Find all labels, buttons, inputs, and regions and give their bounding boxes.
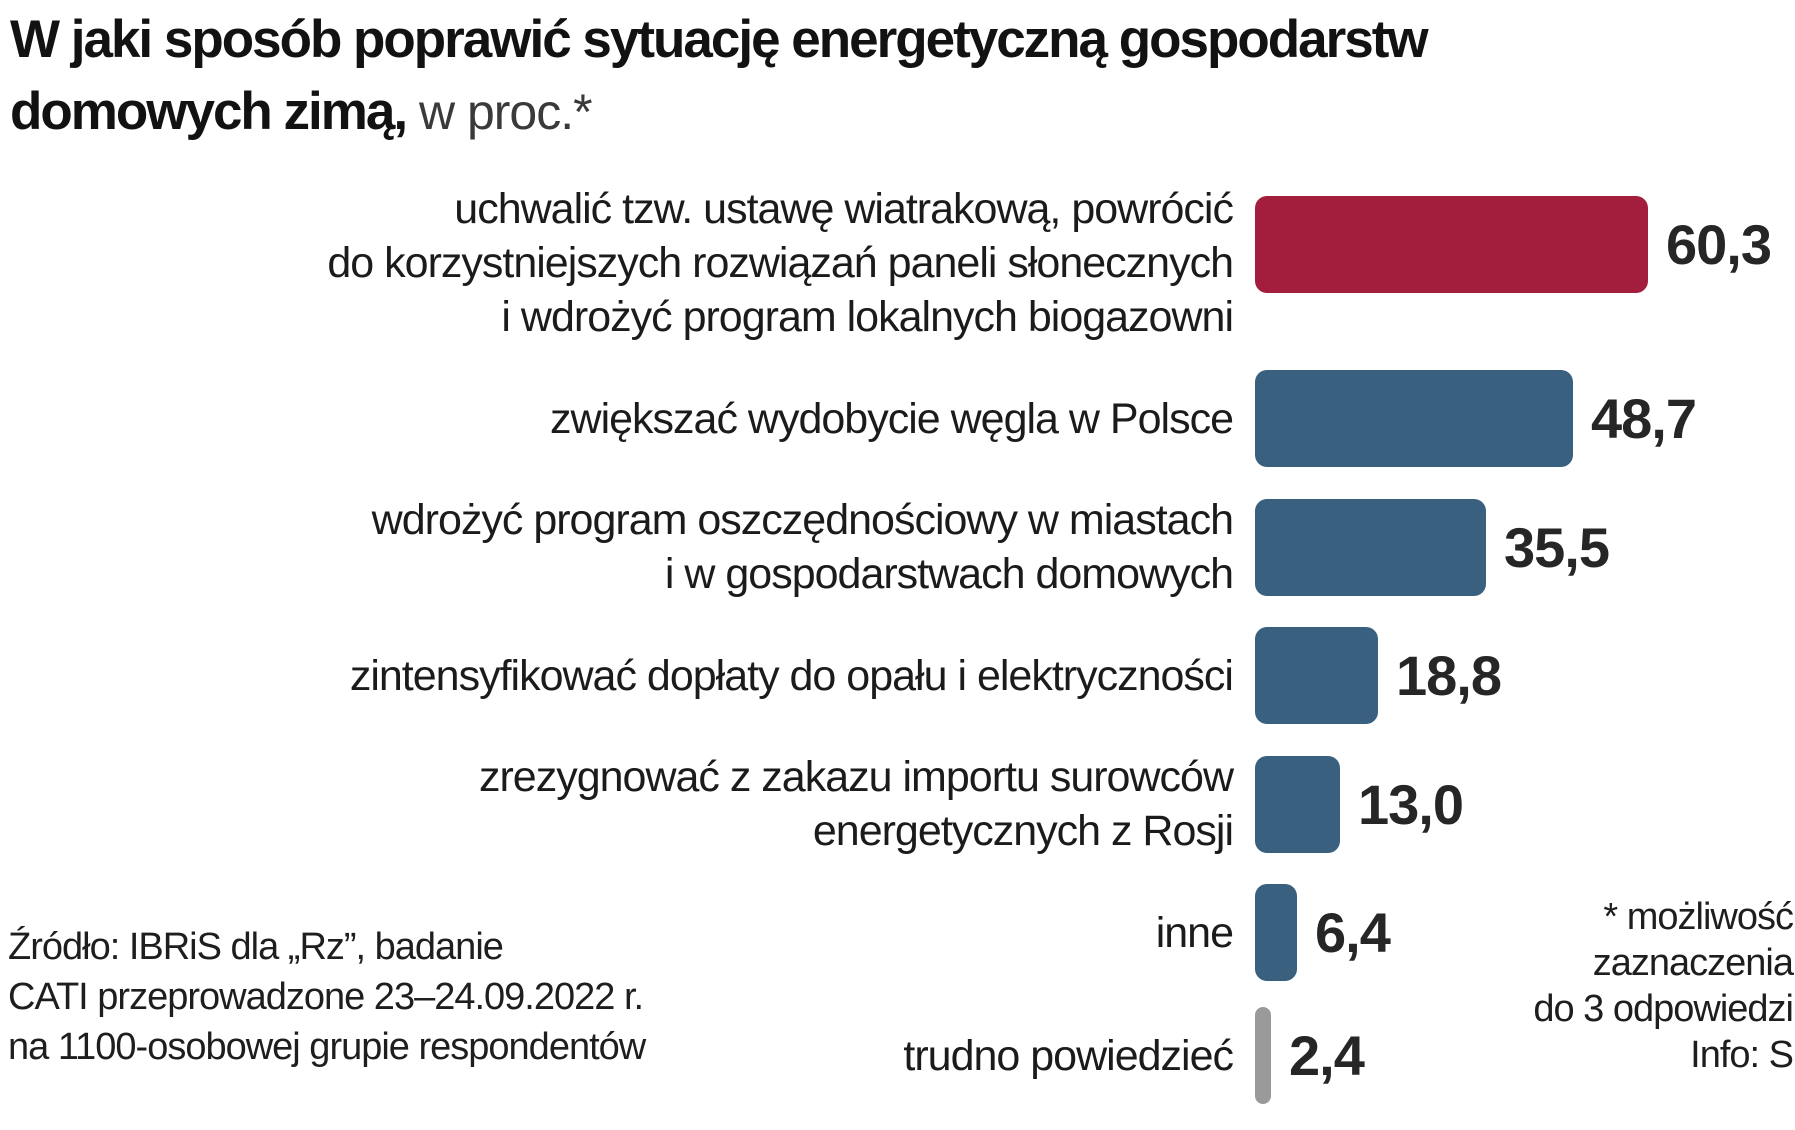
chart-title-unit: w proc.* — [406, 84, 593, 140]
footnote: * możliwość zaznaczenia do 3 odpowiedzi … — [1533, 894, 1794, 1078]
footnote-line: Info: S — [1690, 1034, 1794, 1076]
value-label: 2,4 — [1289, 1024, 1365, 1087]
footnote-line: * możliwość — [1603, 896, 1794, 938]
value-label: 60,3 — [1666, 213, 1772, 276]
chart-row: wdrożyć program oszczędnościowy w miasta… — [0, 493, 1795, 601]
value-label: 35,5 — [1504, 515, 1610, 579]
category-label: zrezygnować z zakazu importu surowców en… — [478, 753, 1234, 855]
bar-chart: uchwalić tzw. ustawę wiatrakową, powróci… — [0, 182, 1795, 1130]
source-line: CATI przeprowadzone 23–24.09.2022 r. — [8, 976, 644, 1018]
bar — [1255, 370, 1573, 467]
chart-title-line1: W jaki sposób poprawić sytuację energety… — [10, 10, 1795, 82]
bar-group: 13,0 — [1255, 755, 1464, 853]
chart-title-text: W jaki sposób poprawić sytuację energety… — [10, 10, 1429, 69]
chart-page: { "title": { "line1": "W jaki sposób pop… — [0, 0, 1795, 1104]
bar — [1255, 1007, 1271, 1104]
value-label: 48,7 — [1591, 387, 1697, 450]
bar — [1255, 884, 1297, 981]
bar-group: 2,4 — [1255, 1007, 1365, 1104]
bar-group: 60,3 — [1255, 196, 1772, 293]
chart-row: inne 6,4 — [0, 884, 1795, 981]
value-label: 18,8 — [1396, 644, 1502, 707]
category-label: uchwalić tzw. ustawę wiatrakową, powróci… — [327, 185, 1234, 341]
footnote-line: do 3 odpowiedzi — [1533, 988, 1794, 1030]
bar-group: 35,5 — [1255, 498, 1610, 596]
chart-title-text-bold: domowych zimą, — [10, 82, 408, 141]
value-label: 13,0 — [1358, 772, 1464, 836]
source-note: Źródło: IBRiS dla „Rz”, badanie CATI prz… — [8, 922, 646, 1072]
chart-row: uchwalić tzw. ustawę wiatrakową, powróci… — [0, 182, 1795, 344]
bar — [1255, 755, 1340, 853]
bar-group: 18,8 — [1255, 627, 1502, 724]
source-line: na 1100-osobowej grupie respondentów — [8, 1026, 646, 1068]
chart-row: zwiększać wydobycie węgla w Polsce 48,7 — [0, 370, 1795, 467]
bar-group: 48,7 — [1255, 370, 1697, 467]
category-label: zintensyfikować dopłaty do opału i elekt… — [349, 651, 1234, 700]
category-label: inne — [1155, 908, 1234, 957]
value-label: 6,4 — [1315, 901, 1391, 964]
source-line: Źródło: IBRiS dla „Rz”, badanie — [8, 926, 504, 968]
chart-row: zintensyfikować dopłaty do opału i elekt… — [0, 627, 1795, 724]
category-label: zwiększać wydobycie węgla w Polsce — [550, 394, 1234, 443]
bar — [1255, 196, 1648, 293]
bar — [1255, 498, 1486, 596]
category-label: wdrożyć program oszczędnościowy w miasta… — [371, 496, 1234, 598]
bar — [1255, 627, 1378, 724]
chart-title-line2: domowych zimą, w proc.* — [10, 82, 1795, 154]
bar-group: 6,4 — [1255, 884, 1391, 981]
footnote-line: zaznaczenia — [1592, 942, 1794, 984]
chart-row: zrezygnować z zakazu importu surowców en… — [0, 750, 1795, 858]
category-label: trudno powiedzieć — [903, 1031, 1234, 1080]
chart-title: W jaki sposób poprawić sytuację energety… — [0, 0, 1795, 154]
